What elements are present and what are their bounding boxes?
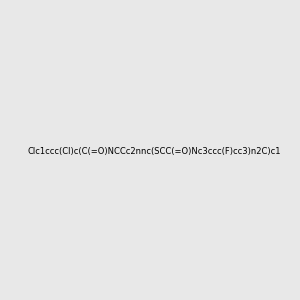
Text: Clc1ccc(Cl)c(C(=O)NCCc2nnc(SCC(=O)Nc3ccc(F)cc3)n2C)c1: Clc1ccc(Cl)c(C(=O)NCCc2nnc(SCC(=O)Nc3ccc… xyxy=(27,147,280,156)
